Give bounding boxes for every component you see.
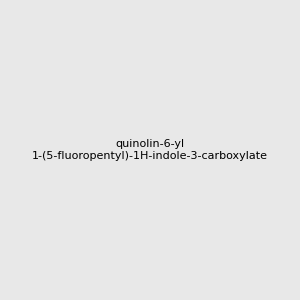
Text: quinolin-6-yl 1-(5-fluoropentyl)-1H-indole-3-carboxylate: quinolin-6-yl 1-(5-fluoropentyl)-1H-indo… xyxy=(32,139,268,161)
